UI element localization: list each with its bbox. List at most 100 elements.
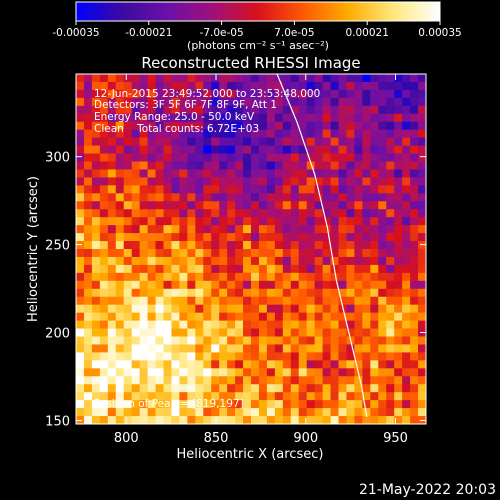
heatmap-cell: [370, 177, 379, 186]
heatmap-cell: [195, 153, 204, 162]
heatmap-cells: [76, 74, 426, 424]
heatmap-cell: [266, 344, 276, 353]
heatmap-cell: [306, 408, 316, 417]
heatmap-cell: [171, 384, 180, 393]
heatmap-cell: [410, 97, 419, 107]
heatmap-cell: [131, 312, 141, 321]
heatmap-cell: [131, 201, 141, 210]
heatmap-cell: [370, 384, 379, 393]
heatmap-cell: [243, 296, 252, 306]
heatmap-cell: [243, 193, 252, 202]
heatmap-cell: [99, 105, 109, 115]
heatmap-cell: [314, 225, 323, 234]
heatmap-cell: [290, 81, 300, 91]
heatmap-cell: [394, 113, 403, 123]
heatmap-cell: [338, 384, 347, 393]
heatmap-cell: [402, 89, 411, 99]
heatmap-cell: [314, 97, 323, 107]
heatmap-cell: [243, 241, 252, 250]
heatmap-cell: [211, 360, 220, 369]
heatmap-cell: [83, 97, 93, 107]
heatmap-cell: [83, 209, 93, 218]
heatmap-cell: [266, 376, 276, 385]
heatmap-cell: [195, 416, 204, 424]
heatmap-cell: [235, 384, 244, 393]
heatmap-cell: [235, 368, 244, 377]
heatmap-cell: [99, 408, 109, 417]
heatmap-cell: [123, 105, 133, 115]
heatmap-cell: [227, 193, 236, 202]
heatmap-cell: [314, 169, 323, 178]
heatmap-cell: [314, 129, 323, 139]
heatmap-cell: [195, 288, 204, 298]
heatmap-cell: [76, 113, 85, 123]
heatmap-cell: [171, 360, 180, 369]
heatmap-cell: [195, 264, 204, 274]
heatmap-cell: [266, 217, 276, 226]
heatmap-cell: [219, 121, 228, 131]
heatmap-cell: [203, 280, 212, 290]
heatmap-cell: [338, 169, 347, 178]
heatmap-cell: [330, 217, 339, 226]
heatmap-cell: [338, 296, 347, 306]
heatmap-cell: [147, 376, 156, 385]
heatmap-cell: [370, 121, 379, 131]
heatmap-cell: [211, 153, 220, 162]
heatmap-cell: [418, 169, 426, 178]
heatmap-cell: [219, 225, 228, 234]
heatmap-cell: [378, 97, 387, 107]
heatmap-cell: [354, 384, 363, 393]
heatmap-cell: [298, 241, 308, 250]
heatmap-cell: [211, 280, 220, 290]
heatmap-cell: [115, 408, 125, 417]
heatmap-cell: [107, 81, 117, 91]
heatmap-cell: [306, 328, 316, 337]
heatmap-cell: [290, 74, 300, 83]
heatmap-cell: [139, 256, 148, 266]
heatmap-cell: [378, 328, 387, 337]
heatmap-cell: [290, 280, 300, 290]
heatmap-cell: [370, 225, 379, 234]
heatmap-cell: [418, 193, 426, 202]
heatmap-cell: [171, 408, 180, 417]
heatmap-cell: [179, 225, 188, 234]
heatmap-cell: [306, 320, 316, 329]
heatmap-cell: [131, 376, 141, 385]
heatmap-cell: [227, 89, 236, 99]
heatmap-cell: [163, 272, 172, 282]
heatmap-cell: [107, 169, 117, 178]
heatmap-cell: [195, 304, 204, 314]
heatmap-cell: [274, 376, 284, 385]
heatmap-cell: [187, 272, 196, 282]
heatmap-cell: [402, 384, 411, 393]
heatmap-cell: [386, 241, 395, 250]
heatmap-cell: [370, 209, 379, 218]
heatmap-cell: [354, 241, 363, 250]
heatmap-cell: [179, 360, 188, 369]
heatmap-cell: [402, 209, 411, 218]
heatmap-cell: [155, 177, 164, 186]
heatmap-cell: [322, 384, 331, 393]
heatmap-cell: [290, 416, 300, 424]
heatmap-cell: [266, 185, 276, 194]
heatmap-cell: [147, 225, 156, 234]
heatmap-cell: [378, 320, 387, 329]
heatmap-cell: [123, 209, 133, 218]
heatmap-cell: [258, 209, 268, 218]
heatmap-cell: [179, 272, 188, 282]
heatmap-cell: [163, 113, 172, 123]
heatmap-cell: [354, 137, 363, 146]
heatmap-cell: [139, 241, 148, 250]
heatmap-cell: [290, 225, 300, 234]
heatmap-cell: [290, 368, 300, 377]
heatmap-cell: [227, 209, 236, 218]
heatmap-cell: [402, 304, 411, 314]
heatmap-cell: [83, 169, 93, 178]
heatmap-cell: [227, 376, 236, 385]
heatmap-cell: [370, 392, 379, 401]
heatmap-cell: [227, 264, 236, 274]
heatmap-cell: [354, 360, 363, 369]
heatmap-cell: [195, 256, 204, 266]
heatmap-cell: [330, 233, 339, 242]
